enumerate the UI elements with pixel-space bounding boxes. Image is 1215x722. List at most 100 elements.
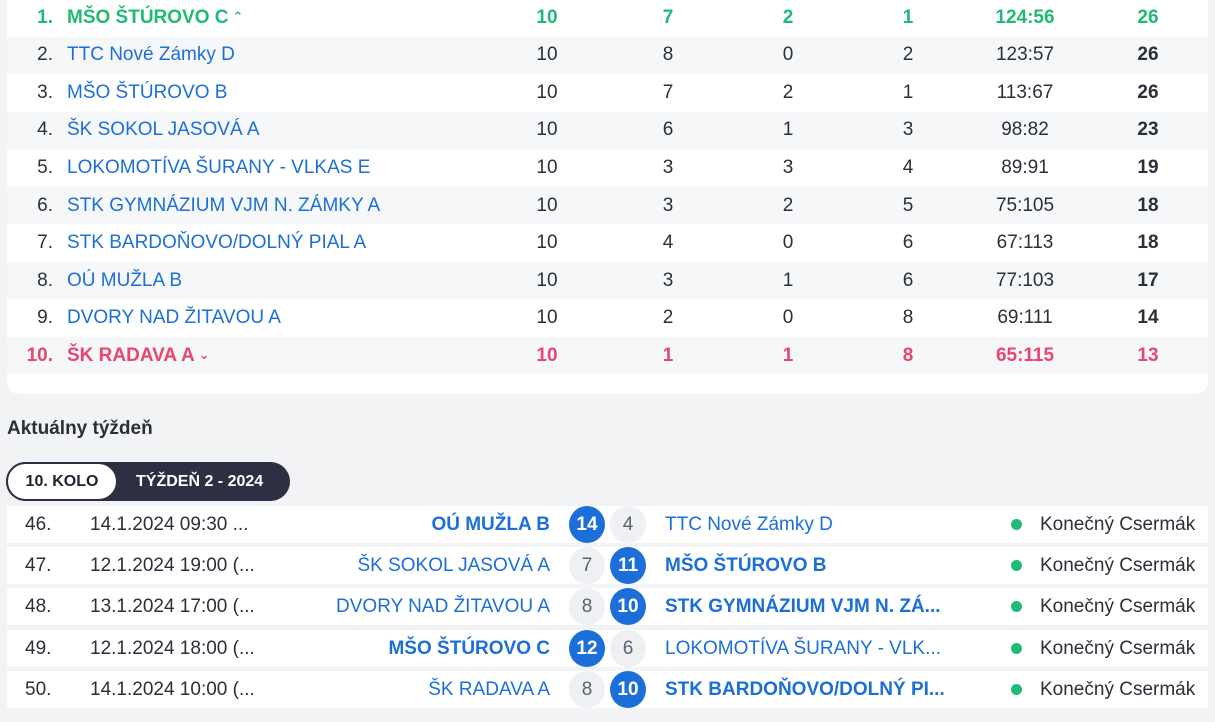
standings-row[interactable]: 4. ŠK SOKOL JASOVÁ A 10 6 1 3 98:82 23 [7,111,1208,149]
away-score: 10 [610,588,646,625]
away-team[interactable]: TTC Nové Zámky D [665,513,833,535]
standings-row[interactable]: 7. STK BARDOŇOVO/DOLNÝ PIAL A 10 4 0 6 67:113 1… [7,225,1208,262]
team-link[interactable]: MŠO ŠTÚROVO B [67,82,227,104]
match-date: 14.1.2024 10:00 (... [90,678,255,700]
team-link[interactable]: ŠK RADAVA A ⌄ [67,345,210,367]
standings-row[interactable]: 3. MŠO ŠTÚROVO B 10 7 2 1 113:67 26 [7,74,1208,111]
away-team[interactable]: LOKOMOTÍVA ŠURANY - VLK... [665,637,941,659]
team-name[interactable]: MŠO ŠTÚROVO B [67,81,228,103]
points: 26 [1137,81,1159,103]
draw: 1 [782,269,794,291]
team-link[interactable]: STK GYMNÁZIUM VJM N. ZÁMKY A [67,195,380,217]
score-ratio: 75:105 [995,194,1055,216]
draw: 0 [782,307,794,329]
match-number: 49. [25,637,52,659]
round-toggle[interactable]: 10. KOLO TÝŽDEŇ 2 - 2024 [6,462,290,501]
team-name[interactable]: ŠK RADAVA A [67,344,195,366]
team-name[interactable]: DVORY NAD ŽITAVOU A [67,307,281,329]
team-link[interactable]: MŠO ŠTÚROVO C ⌃ [67,7,243,29]
away-team[interactable]: MŠO ŠTÚROVO B [665,554,827,576]
standings-row[interactable]: 9. DVORY NAD ŽITAVOU A 10 2 0 8 69:111 14 [7,300,1208,337]
score-ratio: 98:82 [1001,119,1049,141]
round-tab[interactable]: 10. KOLO [6,462,118,501]
won: 2 [662,307,674,329]
points: 14 [1137,307,1159,329]
home-score: 7 [569,547,605,584]
standings-row[interactable]: 8. OÚ MUŽLA B 10 3 1 6 77:103 17 [7,262,1208,300]
standings-row[interactable]: 5. LOKOMOTÍVA ŠURANY - VLKAS E 10 3 3 4 89:91 1… [7,149,1208,186]
rank: 5. [37,156,53,178]
match-status: Konečný Csermák [1011,588,1195,625]
lost: 6 [902,269,914,291]
match-number: 46. [25,513,52,535]
rank: 4. [37,119,53,141]
team-name[interactable]: STK GYMNÁZIUM VJM N. ZÁMKY A [67,194,381,216]
team-link[interactable]: ŠK SOKOL JASOVÁ A [67,119,260,141]
home-team[interactable]: ŠK SOKOL JASOVÁ A [357,554,550,576]
played: 10 [536,269,558,291]
standings-row[interactable]: 1. MŠO ŠTÚROVO C ⌃ 10 7 2 1 124:56 26 [7,0,1208,36]
score-ratio: 69:111 [997,307,1053,329]
match-row[interactable]: 46. 14.1.2024 09:30 ... OÚ MUŽLA B 14 4 TTC N… [7,506,1208,543]
status-label: Konečný Csermák [1040,637,1196,659]
rank: 2. [37,44,53,66]
match-status: Konečný Csermák [1011,547,1195,584]
team-link[interactable]: STK BARDOŇOVO/DOLNÝ PIAL A [67,232,366,254]
team-name[interactable]: MŠO ŠTÚROVO C [67,6,229,28]
score-ratio: 124:56 [995,6,1055,28]
standings-row[interactable]: 6. STK GYMNÁZIUM VJM N. ZÁMKY A 10 3 2 5 75:10… [7,187,1208,224]
team-link[interactable]: LOKOMOTÍVA ŠURANY - VLKAS E [67,157,370,179]
rank: 1. [37,6,53,28]
team-name[interactable]: TTC Nové Zámky D [67,44,235,66]
score-ratio: 113:67 [996,81,1054,103]
match-row[interactable]: 47. 12.1.2024 19:00 (... ŠK SOKOL JASOVÁ A… [7,547,1208,584]
played: 10 [536,194,558,216]
status-label: Konečný Csermák [1040,678,1196,700]
match-status: Konečný Csermák [1011,630,1195,667]
won: 3 [662,156,674,178]
match-row[interactable]: 50. 14.1.2024 10:00 (... ŠK RADAVA A 8 10 STK… [7,671,1208,708]
home-team[interactable]: DVORY NAD ŽITAVOU A [336,595,550,617]
status-dot-icon [1011,560,1022,571]
played: 10 [536,119,558,141]
status-label: Konečný Csermák [1040,513,1196,535]
points: 19 [1137,156,1159,178]
standings-table: 1. MŠO ŠTÚROVO C ⌃ 10 7 2 1 124:56 26 2. TTC Nové … [7,0,1208,394]
played: 10 [536,307,558,329]
away-team[interactable]: STK BARDOŇOVO/DOLNÝ PI... [665,678,945,700]
points: 17 [1137,269,1159,291]
home-team[interactable]: OÚ MUŽLA B [431,513,550,535]
team-name[interactable]: ŠK SOKOL JASOVÁ A [67,119,260,141]
rank: 10. [26,344,53,366]
team-link[interactable]: OÚ MUŽLA B [67,270,182,292]
lost: 8 [902,344,914,366]
played: 10 [536,44,558,66]
home-team[interactable]: ŠK RADAVA A [428,678,550,700]
home-team[interactable]: MŠO ŠTÚROVO C [388,637,550,659]
draw: 0 [782,232,794,254]
lost: 1 [902,81,914,103]
score-ratio: 77:103 [995,269,1055,291]
won: 4 [662,232,674,254]
match-row[interactable]: 48. 13.1.2024 17:00 (... DVORY NAD ŽITAVOU… [7,588,1208,625]
match-number: 47. [25,554,52,576]
away-team[interactable]: STK GYMNÁZIUM VJM N. ZÁ... [665,595,941,617]
team-link[interactable]: DVORY NAD ŽITAVOU A [67,307,281,329]
standings-row[interactable]: 2. TTC Nové Zámky D 10 8 0 2 123:57 26 [7,36,1208,74]
played: 10 [536,6,558,28]
week-tab[interactable]: TÝŽDEŇ 2 - 2024 [136,472,264,490]
match-row[interactable]: 49. 12.1.2024 18:00 (... MŠO ŠTÚROVO C 12 6 L… [7,630,1208,667]
home-score: 8 [569,588,605,625]
team-link[interactable]: TTC Nové Zámky D [67,44,235,66]
team-name[interactable]: STK BARDOŇOVO/DOLNÝ PIAL A [67,232,367,254]
draw: 2 [782,81,794,103]
won: 7 [662,6,674,28]
team-name[interactable]: OÚ MUŽLA B [67,269,183,291]
lost: 1 [902,6,914,28]
match-number: 48. [25,595,52,617]
team-name[interactable]: LOKOMOTÍVA ŠURANY - VLKAS E [67,156,371,178]
match-date: 12.1.2024 19:00 (... [90,554,255,576]
standings-row[interactable]: 10. ŠK RADAVA A ⌄ 10 1 1 8 65:115 13 [7,337,1208,375]
score-ratio: 123:57 [995,44,1055,66]
won: 7 [662,81,674,103]
